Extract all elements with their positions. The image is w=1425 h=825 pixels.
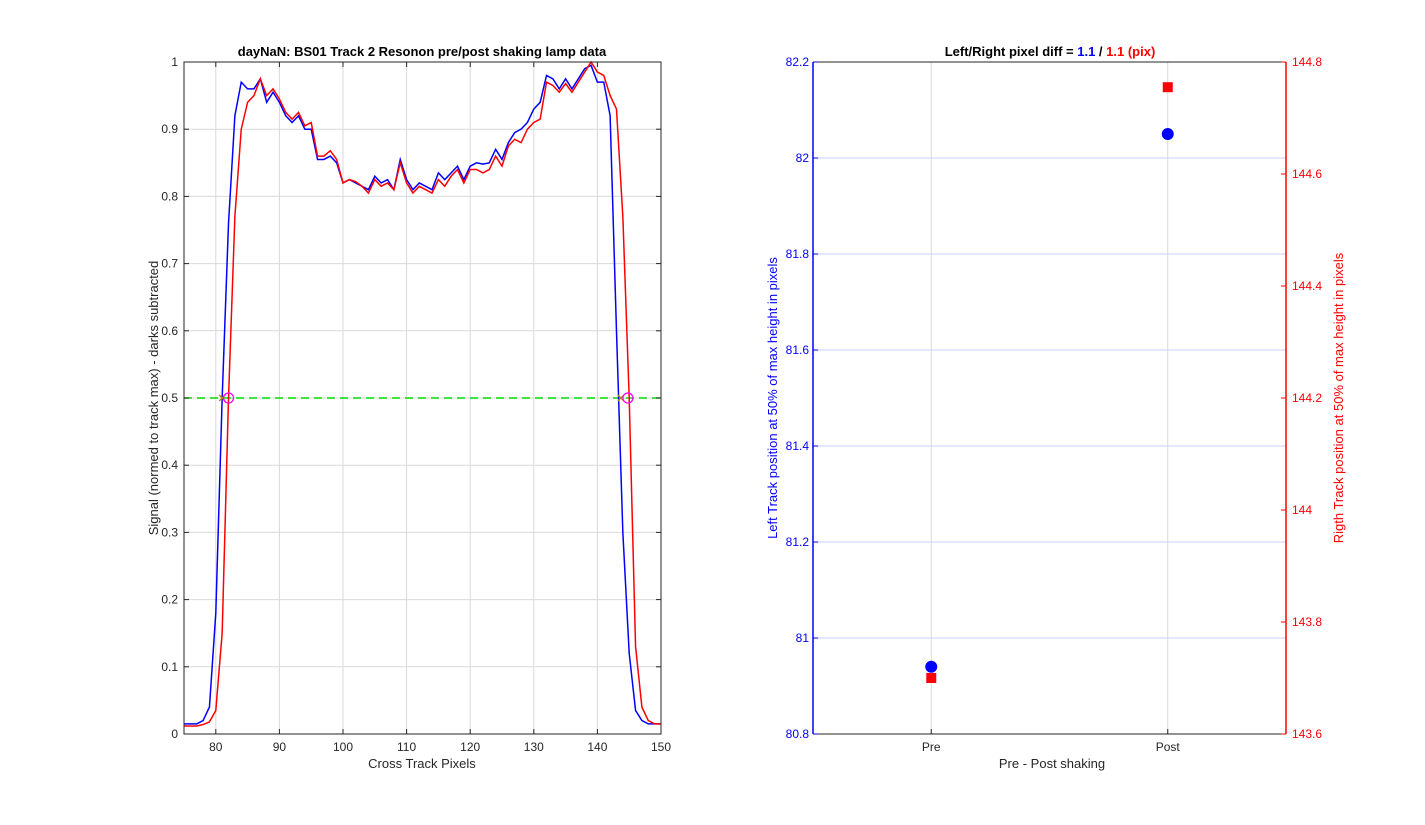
- left-x-tick-label: 140: [587, 740, 607, 754]
- right-left-y-tick-label: 80.8: [786, 727, 810, 741]
- left-chart-title: dayNaN: BS01 Track 2 Resonon pre/post sh…: [238, 44, 607, 59]
- right-track-point-pre: [926, 673, 937, 683]
- left-y-tick-label: 0.8: [161, 189, 178, 203]
- left-x-tick-label: 80: [209, 740, 223, 754]
- pre-shaking-series-line: [184, 64, 661, 725]
- left-x-tick-label: 110: [397, 740, 416, 754]
- right-right-y-tick-label: 144: [1292, 503, 1312, 517]
- left-markers: [218, 392, 634, 404]
- right-left-y-tick-label: 81.2: [786, 535, 810, 549]
- left-y-tick-label: 0: [171, 727, 178, 741]
- left-y-tick-label: 0.2: [161, 593, 178, 607]
- right-x-tick-label: Pre: [922, 740, 941, 754]
- right-left-y-tick-label: 81.6: [786, 343, 810, 357]
- right-ticks: Pre Post 80.8 81 81.2 81.4 81.6 81.8 82 82.2 143.6…: [786, 55, 1323, 754]
- left-track-point-post: [1161, 128, 1174, 140]
- right-grid: [813, 62, 1286, 734]
- left-x-tick-label: 130: [524, 740, 544, 754]
- right-right-y-tick-label: 144.4: [1292, 279, 1322, 293]
- right-x-tick-label: Post: [1156, 740, 1181, 754]
- half-max-circle-marker: [222, 392, 235, 404]
- left-ticks: 80 90 100 110 120 130 140 150 0 0.1 0.2 0.3 0.4 0.5 0.…: [161, 55, 671, 754]
- left-y-tick-label: 1: [171, 55, 178, 69]
- right-left-y-tick-label: 82.2: [786, 55, 810, 69]
- left-x-tick-label: 150: [651, 740, 671, 754]
- right-right-y-tick-label: 144.8: [1292, 55, 1322, 69]
- left-x-tick-label: 100: [333, 740, 353, 754]
- post-shaking-series-line: [184, 60, 661, 727]
- right-title-right-value: 1.1 (pix): [1106, 44, 1155, 59]
- left-y-tick-label: 0.9: [161, 122, 178, 136]
- right-title-left-value: 1.1: [1077, 44, 1095, 59]
- right-x-axis-label: Pre - Post shaking: [999, 756, 1105, 771]
- right-chart-title: Left/Right pixel diff = 1.1 / 1.1 (pix): [945, 44, 1156, 59]
- right-right-y-tick-label: 144.6: [1292, 167, 1322, 181]
- right-right-y-axis-label: Rigth Track position at 50% of max heigh…: [1331, 252, 1346, 543]
- right-right-y-tick-label: 144.2: [1292, 391, 1322, 405]
- right-left-y-axis-label: Left Track position at 50% of max height…: [765, 257, 780, 539]
- left-x-tick-label: 90: [273, 740, 287, 754]
- left-y-tick-label: 0.7: [161, 257, 178, 271]
- right-right-y-tick-label: 143.6: [1292, 727, 1322, 741]
- left-y-tick-label: 0.3: [161, 525, 178, 539]
- right-title-prefix: Left/Right pixel diff =: [945, 44, 1078, 59]
- right-chart: Pre Post 80.8 81 81.2 81.4 81.6 81.8 82 82.2 143.6…: [765, 44, 1346, 771]
- left-x-axis-label: Cross Track Pixels: [368, 756, 476, 771]
- left-y-tick-label: 0.6: [161, 324, 178, 338]
- left-x-tick-label: 120: [460, 740, 480, 754]
- right-left-y-tick-label: 81: [796, 631, 810, 645]
- right-plot-area: [813, 62, 1286, 734]
- left-y-tick-label: 0.5: [161, 391, 178, 405]
- left-y-tick-label: 0.4: [161, 458, 178, 472]
- right-left-y-tick-label: 81.8: [786, 247, 810, 261]
- left-y-axis-label: Signal (normed to track max) - darks sub…: [146, 261, 161, 536]
- right-points: [925, 82, 1174, 683]
- right-left-y-tick-label: 82: [796, 151, 810, 165]
- left-chart: 80 90 100 110 120 130 140 150 0 0.1 0.2 0.3 0.4 0.5 0.…: [146, 44, 671, 771]
- left-series-group: [184, 60, 661, 727]
- right-track-point-post: [1162, 82, 1173, 93]
- right-right-y-tick-label: 143.8: [1292, 615, 1322, 629]
- left-y-tick-label: 0.1: [161, 660, 178, 674]
- left-track-point-pre: [925, 660, 938, 673]
- right-title-separator: /: [1095, 44, 1106, 59]
- right-left-y-tick-label: 81.4: [786, 439, 810, 453]
- half-max-circle-marker: [622, 392, 634, 404]
